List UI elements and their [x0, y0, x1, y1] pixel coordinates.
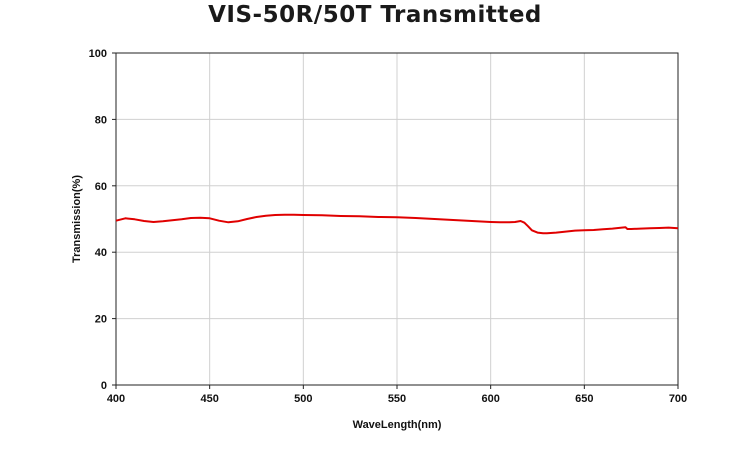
grid-lines [116, 53, 678, 385]
y-tick-label: 40 [95, 247, 107, 259]
x-tick-label: 650 [575, 393, 593, 405]
y-tick-label: 100 [89, 48, 107, 60]
series-line [115, 213, 679, 235]
y-tick-label: 60 [95, 181, 107, 193]
x-tick-label: 500 [294, 393, 312, 405]
y-axis-title: Transmission(%) [71, 175, 83, 263]
y-tick-label: 0 [101, 380, 107, 392]
y-tick-label: 80 [95, 114, 107, 126]
x-tick-label: 400 [107, 393, 125, 405]
x-axis-title: WaveLength(nm) [353, 419, 442, 431]
x-tick-label: 600 [481, 393, 499, 405]
series-layer [115, 213, 679, 235]
x-tick-label: 450 [200, 393, 218, 405]
x-tick-label: 550 [388, 393, 406, 405]
x-tick-label: 700 [669, 393, 687, 405]
axis-ticks: 400 450 500 550 600 650 700 0 20 40 60 80 100 [89, 48, 688, 405]
y-tick-label: 20 [95, 314, 107, 326]
chart-title: VIS-50R/50T Transmitted [208, 2, 542, 28]
